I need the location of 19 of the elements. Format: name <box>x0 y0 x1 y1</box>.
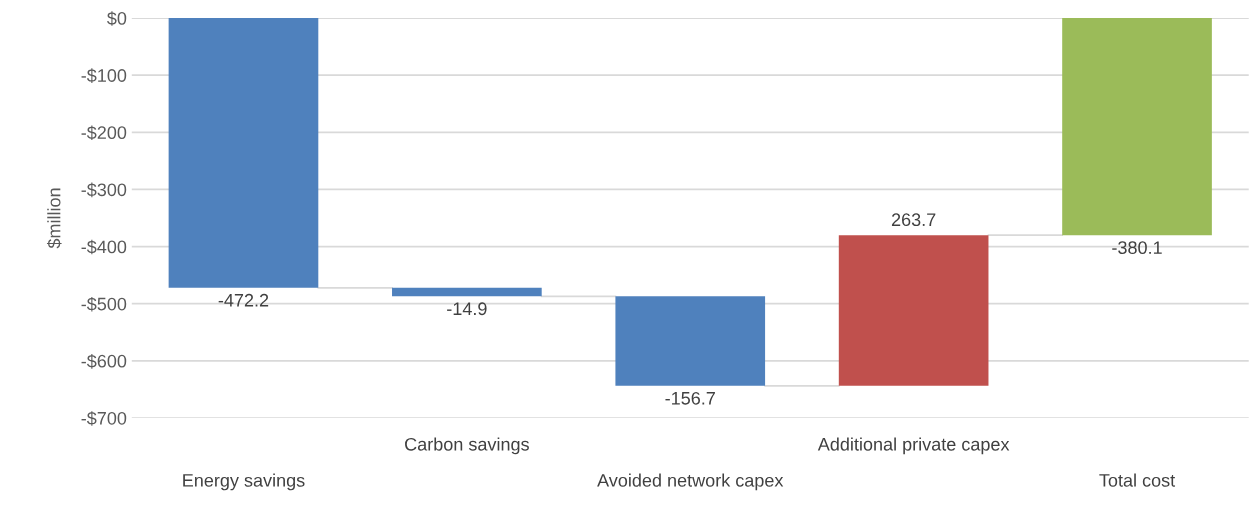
y-tick-label: -$100 <box>81 68 127 83</box>
y-tick-label: -$300 <box>81 182 127 198</box>
data-label: -156.7 <box>665 391 715 405</box>
x-tick-label: Avoided network capex <box>597 473 784 491</box>
data-label: 263.7 <box>891 213 936 227</box>
data-label: -472.2 <box>218 293 269 307</box>
x-tick-label: Carbon savings <box>405 437 529 455</box>
x-tick-label: Total cost <box>1099 473 1176 487</box>
x-tick-label: Additional private capex <box>817 437 1010 455</box>
y-tick-label: -$200 <box>81 125 127 141</box>
y-tick-label: -$500 <box>81 296 127 312</box>
y-axis-title: $million <box>46 188 62 249</box>
y-tick-label: -$600 <box>81 354 127 369</box>
y-tick-label: -$700 <box>81 411 127 426</box>
data-label: -14.9 <box>447 302 487 316</box>
y-tick-label: -$400 <box>81 239 127 255</box>
data-label: -380.1 <box>1112 241 1162 255</box>
x-tick-label: Energy savings <box>183 473 305 491</box>
y-tick-label: $0 <box>107 11 127 26</box>
